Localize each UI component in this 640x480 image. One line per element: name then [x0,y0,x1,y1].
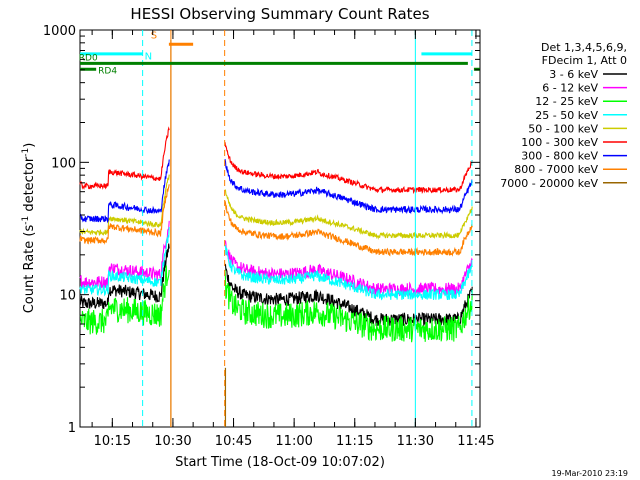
legend-label-2: 12 - 25 keV [535,95,598,108]
y-axis-label-end: ) [22,143,37,148]
x-tick-label: 10:15 [94,434,131,449]
legend-label-8: 7000 - 20000 keV [500,177,598,190]
x-tick-label: 11:45 [457,434,494,449]
legend-label-5: 100 - 300 keV [521,136,598,149]
series-line-3 [79,226,473,301]
x-tick-label: 10:45 [215,434,252,449]
y-tick-label: 10 [59,289,76,304]
series-line-6 [79,158,473,224]
chart-title: HESSI Observing Summary Count Rates [130,5,429,23]
legend-label-6: 300 - 800 keV [521,150,598,163]
y-axis-label-sup2: -1 [21,148,31,157]
y-axis-label-sup1: -1 [21,216,31,225]
x-tick-label: 11:00 [275,434,312,449]
series-line-5 [79,126,473,195]
x-axis-label: Start Time (18-Oct-09 10:07:02) [175,455,385,470]
series-line-4 [79,174,473,240]
y-axis-label: Count Rate (s-1 detector-1) [21,143,37,314]
legend-label-4: 50 - 100 keV [528,122,598,135]
legend-label-3: 25 - 50 keV [535,109,598,122]
series-line-7 [79,184,473,257]
generation-timestamp: 19-Mar-2010 23:19 [552,469,629,478]
annotation-label-3: RD4 [98,66,117,76]
y-tick-label: 1 [68,421,76,436]
x-tick-label: 11:15 [336,434,373,449]
y-tick-label: 100 [51,156,76,171]
annotation-label-2: RD0 [79,53,98,63]
legend-label-7: 800 - 7000 keV [514,163,598,176]
x-tick-label: 11:30 [397,434,434,449]
y-tick-label: 1000 [43,24,76,39]
axis-layer: 1 10 100 1000 10:15 10:30 10:45 11:00 11:15 11:30… [43,24,495,449]
annotation-label-1: S [151,31,157,42]
y-axis-label-main: Count Rate (s [22,225,37,314]
y-axis-label-mid: detector [22,156,37,216]
series-line-0 [79,243,473,327]
x-tick-label: 10:30 [154,434,191,449]
series-layer [79,40,473,427]
legend-label-1: 6 - 12 keV [542,82,598,95]
legend-header-line1: Det 1,3,4,5,6,9, [541,41,627,54]
legend-header-line2: FDecim 1, Att 0 [542,54,627,67]
series-line-2 [79,265,473,343]
plot-frame [79,29,481,428]
legend-label-0: 3 - 6 keV [549,68,598,81]
annotation-label-0: N [145,51,152,62]
legend: Det 1,3,4,5,6,9, FDecim 1, Att 0 3 - 6 k… [500,41,627,190]
